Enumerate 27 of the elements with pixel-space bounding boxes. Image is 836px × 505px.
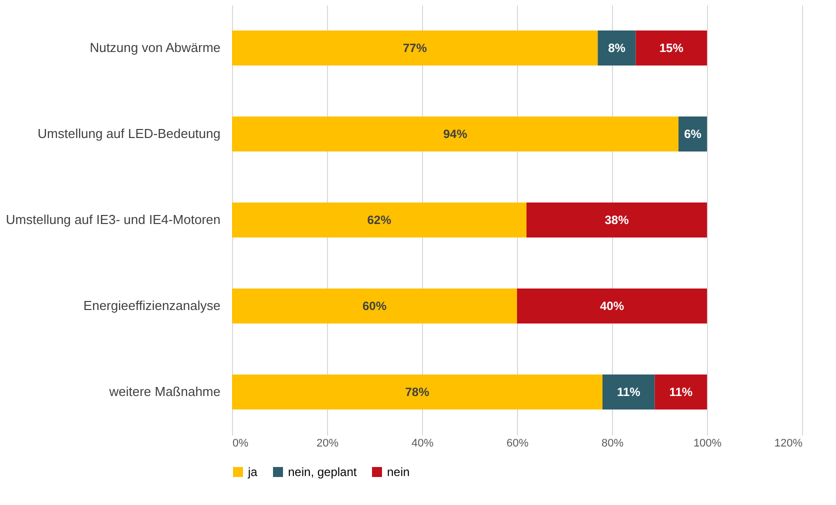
x-tick-label: 120%: [774, 438, 803, 450]
data-label: 8%: [608, 41, 626, 55]
data-label: 11%: [669, 385, 693, 399]
y-tick-label: Nutzung von Abwärme: [90, 40, 220, 55]
x-tick-label: 80%: [601, 438, 624, 450]
y-tick-label: Energieeffizienzanalyse: [83, 298, 220, 313]
x-tick-label: 20%: [316, 438, 339, 450]
x-tick-label: 0%: [232, 438, 249, 450]
data-label: 38%: [604, 213, 630, 227]
data-label: 40%: [600, 299, 624, 313]
legend-label: ja: [247, 465, 258, 479]
legend-label: nein, geplant: [288, 465, 358, 479]
y-tick-label: Umstellung auf IE3- und IE4-Motoren: [6, 212, 220, 227]
data-label: 62%: [367, 213, 392, 227]
data-label: 6%: [684, 127, 702, 141]
data-label: 77%: [402, 41, 428, 55]
data-label: 60%: [362, 299, 387, 313]
data-label: 78%: [405, 385, 430, 399]
y-tick-label: Umstellung auf LED-Bedeutung: [38, 126, 220, 141]
x-tick-label: 60%: [506, 438, 529, 450]
data-label: 11%: [616, 385, 641, 399]
data-label: 94%: [443, 127, 468, 141]
data-label: 15%: [659, 41, 684, 55]
x-tick-label: 100%: [693, 438, 722, 450]
y-tick-label: weitere Maßnahme: [108, 384, 220, 399]
legend-label: nein: [387, 465, 410, 479]
x-tick-label: 40%: [411, 438, 434, 450]
